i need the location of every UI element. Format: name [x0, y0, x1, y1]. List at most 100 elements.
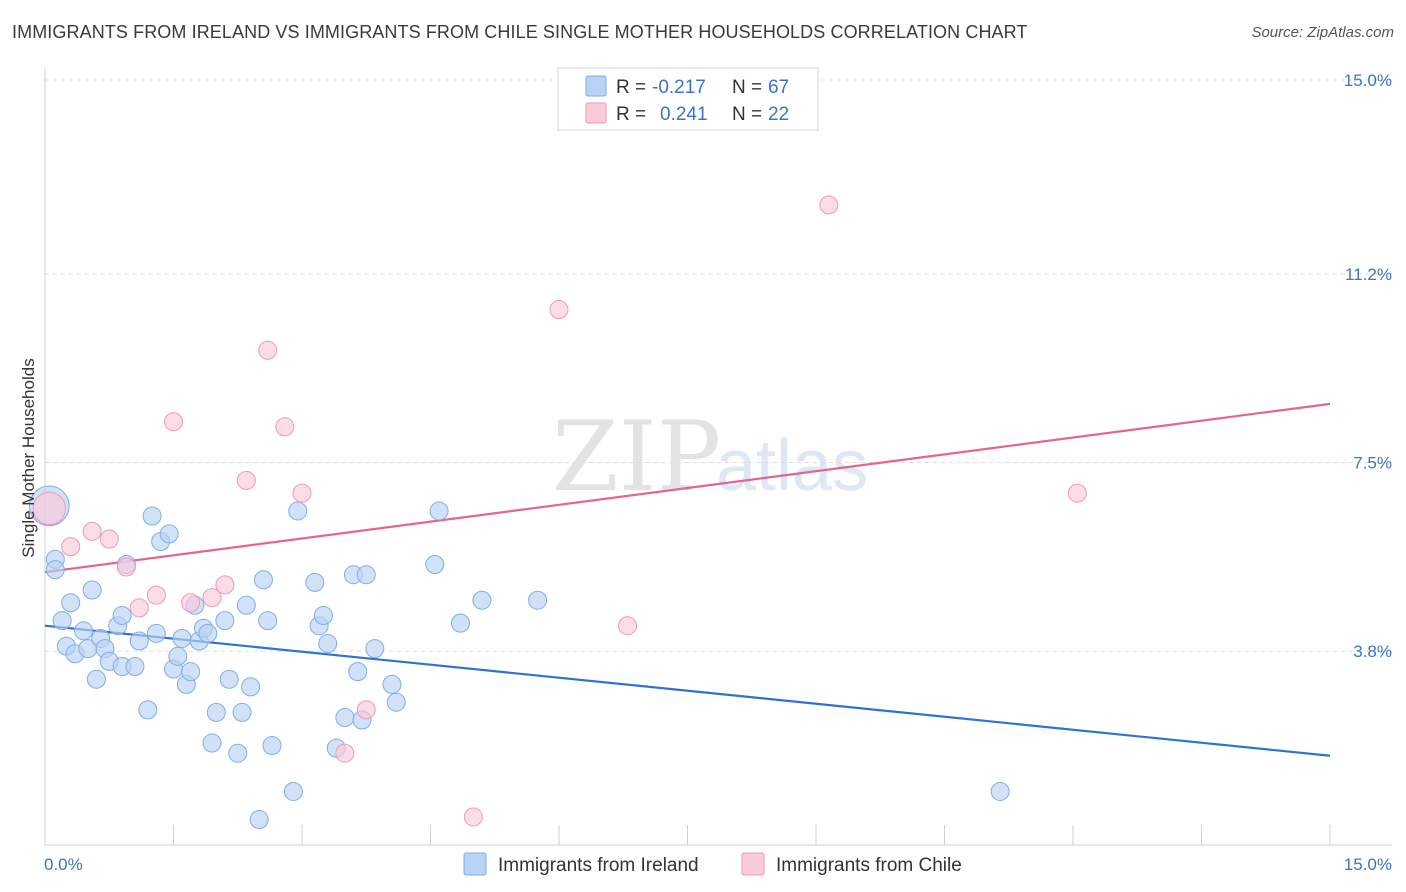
watermark: ZIP atlas — [552, 401, 868, 513]
point-chile-20 — [819, 195, 839, 215]
legend-r-label-chile: R = — [616, 104, 646, 125]
point-ireland-51 — [318, 634, 338, 654]
point-chile-16 — [356, 700, 376, 720]
y-tick-label-1: 7.5% — [1353, 454, 1392, 473]
y-axis-title: Single Mother Households — [19, 358, 38, 557]
point-ireland-7 — [74, 621, 94, 641]
point-ireland-2 — [45, 560, 65, 580]
point-ireland-24 — [159, 524, 179, 544]
watermark-atlas: atlas — [716, 426, 868, 506]
point-ireland-61 — [429, 501, 449, 521]
point-chile-11 — [236, 470, 256, 490]
point-chile-14 — [292, 483, 312, 503]
point-ireland-42 — [249, 810, 269, 829]
point-ireland-38 — [228, 743, 248, 763]
point-ireland-44 — [258, 611, 278, 631]
trend-line-chile — [44, 402, 1331, 574]
y-tick-label-0: 3.8% — [1353, 642, 1392, 661]
point-ireland-64 — [528, 590, 548, 610]
point-ireland-60 — [425, 555, 445, 574]
point-ireland-9 — [82, 580, 102, 600]
point-chile-8 — [181, 593, 201, 613]
gridlines — [45, 79, 1392, 652]
legend: R = -0.217 N = 67 R = 0.241 N = 22 — [557, 67, 819, 131]
point-ireland-18 — [125, 657, 145, 676]
x-tick-labels: 0.0% 15.0% — [44, 855, 1392, 874]
point-ireland-40 — [236, 595, 256, 615]
point-chile-10 — [215, 575, 235, 595]
point-ireland-29 — [181, 662, 201, 682]
bottom-legend-swatch-ireland — [463, 852, 487, 876]
bottom-legend-label-ireland: Immigrants from Ireland — [498, 855, 699, 876]
point-chile-4 — [116, 557, 136, 577]
bottom-legend: Immigrants from Ireland Immigrants from … — [463, 852, 962, 876]
point-chile-19 — [618, 616, 638, 636]
point-ireland-48 — [305, 572, 325, 592]
point-ireland-4 — [61, 593, 81, 613]
point-chile-17 — [463, 807, 483, 827]
legend-r-label-ireland: R = — [616, 77, 646, 98]
x-tick-label-0: 0.0% — [44, 855, 83, 874]
point-ireland-15 — [112, 606, 132, 625]
point-ireland-37 — [219, 669, 239, 689]
trend-line-ireland — [44, 624, 1331, 757]
point-chile-5 — [129, 598, 149, 618]
point-chile-21 — [1067, 483, 1087, 503]
point-chile-1 — [61, 537, 81, 557]
point-ireland-63 — [472, 590, 492, 610]
point-ireland-47 — [288, 501, 308, 521]
bottom-legend-swatch-chile — [741, 852, 765, 876]
point-ireland-33 — [198, 623, 218, 643]
point-ireland-46 — [283, 781, 303, 801]
point-chile-3 — [99, 529, 119, 549]
point-ireland-39 — [232, 702, 252, 722]
point-ireland-54 — [348, 662, 368, 682]
point-ireland-19 — [129, 631, 149, 651]
point-ireland-45 — [262, 736, 282, 756]
point-ireland-50 — [313, 606, 333, 625]
source-label: Source: ZipAtlas.com — [1251, 24, 1394, 41]
point-ireland-3 — [52, 611, 72, 631]
point-ireland-36 — [215, 611, 235, 631]
point-ireland-43 — [253, 570, 273, 590]
point-chile-0 — [32, 491, 66, 526]
point-ireland-10 — [86, 669, 106, 689]
legend-n-value-chile: 22 — [768, 104, 789, 125]
point-ireland-41 — [241, 677, 261, 697]
point-ireland-34 — [202, 733, 222, 753]
point-ireland-26 — [168, 646, 188, 666]
legend-r-value-ireland: -0.217 — [652, 77, 706, 98]
chart-title: IMMIGRANTS FROM IRELAND VS IMMIGRANTS FR… — [12, 22, 1028, 42]
point-ireland-35 — [206, 702, 226, 722]
x-tick-label-1: 15.0% — [1344, 855, 1392, 874]
point-chile-12 — [258, 340, 278, 360]
data-points — [28, 195, 1087, 829]
point-chile-15 — [335, 743, 355, 763]
trend-lines — [44, 402, 1331, 757]
point-chile-6 — [146, 585, 166, 605]
point-ireland-20 — [138, 700, 158, 720]
watermark-zip: ZIP — [552, 401, 721, 513]
point-chile-2 — [82, 521, 102, 541]
y-tick-label-3: 15.0% — [1344, 71, 1392, 90]
point-chile-18 — [549, 300, 569, 319]
y-tick-label-2: 11.2% — [1345, 265, 1392, 284]
legend-n-value-ireland: 67 — [768, 77, 789, 98]
point-ireland-52 — [335, 708, 355, 727]
axes — [44, 68, 1392, 846]
legend-n-label-ireland: N = — [732, 77, 762, 98]
point-chile-9 — [202, 588, 222, 608]
point-ireland-58 — [382, 674, 402, 694]
point-ireland-57 — [365, 639, 385, 659]
point-ireland-62 — [450, 613, 470, 633]
point-ireland-59 — [386, 692, 406, 712]
point-ireland-21 — [142, 506, 162, 526]
point-ireland-27 — [172, 628, 192, 648]
legend-swatch-chile — [585, 102, 607, 124]
bottom-legend-label-chile: Immigrants from Chile — [776, 855, 962, 876]
point-ireland-22 — [146, 623, 166, 643]
point-ireland-56 — [356, 565, 376, 585]
y-tick-labels: 3.8% 7.5% 11.2% 15.0% — [1344, 71, 1392, 661]
point-chile-13 — [275, 417, 295, 437]
